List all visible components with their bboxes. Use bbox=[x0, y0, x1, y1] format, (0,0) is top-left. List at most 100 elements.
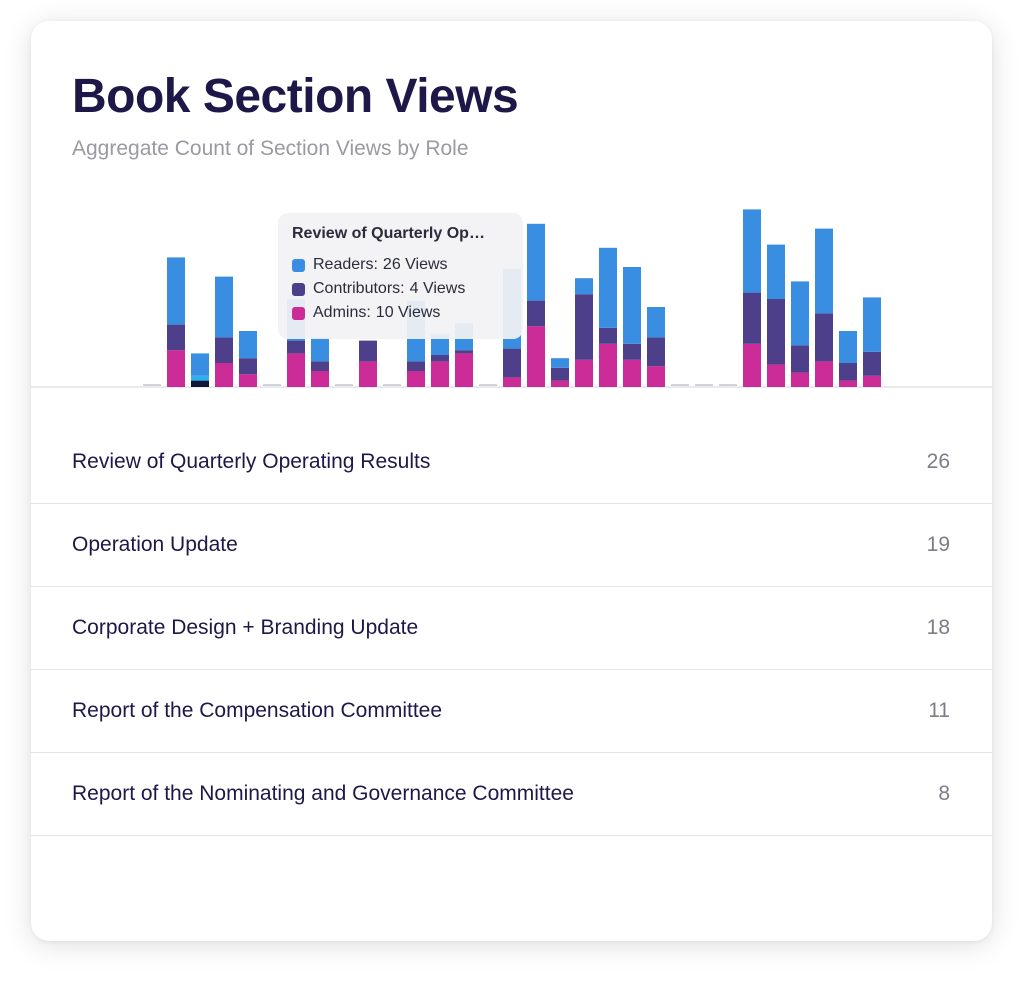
admins-segment bbox=[287, 353, 305, 387]
readers-segment bbox=[863, 297, 881, 352]
empty-bar-placeholder bbox=[383, 384, 401, 386]
section-view-count: 26 bbox=[926, 450, 950, 473]
section-view-count: 8 bbox=[938, 782, 950, 805]
section-row[interactable]: Corporate Design + Branding Update 18 bbox=[31, 587, 992, 670]
section-view-count: 18 bbox=[926, 616, 950, 639]
contributors-segment bbox=[215, 337, 233, 363]
tooltip-value: 10 Views bbox=[375, 304, 441, 321]
page-title: Book Section Views bbox=[72, 70, 519, 123]
admins-segment bbox=[623, 359, 641, 387]
section-views-card: Book Section Views Aggregate Count of Se… bbox=[31, 21, 992, 941]
readers-segment bbox=[743, 209, 761, 293]
admins-segment bbox=[311, 371, 329, 387]
readers-segment bbox=[239, 331, 257, 359]
admins-segment bbox=[503, 377, 521, 387]
admins-segment bbox=[575, 359, 593, 387]
tooltip-label: Contributors: bbox=[313, 280, 405, 297]
section-view-count: 11 bbox=[928, 699, 950, 722]
contributors-segment bbox=[551, 367, 569, 381]
empty-bar-placeholder bbox=[695, 384, 713, 386]
admins-swatch-icon bbox=[292, 306, 305, 320]
readers-segment bbox=[431, 334, 449, 355]
contributors-segment bbox=[791, 345, 809, 373]
admins-segment bbox=[839, 380, 857, 387]
contributors-segment bbox=[863, 351, 881, 376]
readers-segment bbox=[311, 337, 329, 362]
readers-segment bbox=[791, 281, 809, 346]
tooltip-value: 4 Views bbox=[409, 280, 466, 297]
admins-segment bbox=[791, 372, 809, 387]
contributors-segment bbox=[815, 313, 833, 362]
section-title: Corporate Design + Branding Update bbox=[72, 616, 419, 639]
tooltip-row-admins: Admins: 10 Views bbox=[292, 301, 509, 325]
section-row[interactable]: Report of the Nominating and Governance … bbox=[31, 753, 992, 836]
tooltip-value: 26 Views bbox=[382, 256, 448, 273]
contributors-segment bbox=[311, 361, 329, 371]
admins-segment bbox=[407, 371, 425, 387]
contributors-segment bbox=[239, 358, 257, 375]
contributors-swatch-icon bbox=[292, 282, 305, 296]
section-title: Operation Update bbox=[72, 533, 238, 556]
contributors-segment bbox=[167, 324, 185, 351]
section-title: Report of the Compensation Committee bbox=[72, 699, 443, 722]
contributors-segment bbox=[527, 300, 545, 327]
tooltip-title: Review of Quarterly Op… bbox=[292, 225, 485, 242]
readers-swatch-icon bbox=[292, 258, 305, 272]
admins-segment bbox=[863, 375, 881, 387]
readers-segment bbox=[167, 257, 185, 325]
section-view-count: 19 bbox=[926, 533, 950, 556]
tooltip-row-readers: Readers: 26 Views bbox=[292, 253, 509, 277]
admins-segment bbox=[455, 353, 473, 387]
contributors-segment bbox=[455, 350, 473, 354]
admins-segment bbox=[767, 364, 785, 387]
empty-bar-placeholder bbox=[335, 384, 353, 386]
contributors-segment bbox=[575, 294, 593, 360]
contributors-segment bbox=[647, 337, 665, 367]
readers-segment bbox=[599, 247, 617, 328]
readers-segment bbox=[839, 331, 857, 363]
readers-segment bbox=[767, 244, 785, 299]
readers-segment bbox=[215, 276, 233, 338]
section-row[interactable]: Operation Update 19 bbox=[31, 504, 992, 587]
readers-segment bbox=[815, 228, 833, 314]
contributors-segment bbox=[623, 343, 641, 360]
tooltip-label: Admins: bbox=[313, 304, 371, 321]
tooltip-label: Readers: bbox=[313, 256, 378, 273]
section-row[interactable]: Report of the Compensation Committee 11 bbox=[31, 670, 992, 753]
section-list: Review of Quarterly Operating Results 26… bbox=[31, 421, 992, 836]
section-title: Report of the Nominating and Governance … bbox=[72, 782, 574, 805]
readers-segment bbox=[575, 278, 593, 295]
readers-segment bbox=[551, 358, 569, 368]
admins-segment bbox=[527, 326, 545, 387]
admins-segment bbox=[431, 361, 449, 387]
admins-segment bbox=[647, 366, 665, 387]
admins-segment bbox=[239, 374, 257, 387]
tooltip-row-contributors: Contributors: 4 Views bbox=[292, 277, 509, 301]
section-row[interactable]: Review of Quarterly Operating Results 26 bbox=[31, 421, 992, 504]
contributors-segment bbox=[743, 292, 761, 344]
contributors-segment bbox=[359, 340, 377, 362]
empty-bar-placeholder bbox=[263, 384, 281, 386]
contributors-segment bbox=[767, 299, 785, 365]
admins-segment bbox=[815, 361, 833, 387]
admins-segment bbox=[215, 363, 233, 387]
contributors-segment bbox=[287, 340, 305, 354]
contributors-segment bbox=[503, 348, 521, 378]
readers-segment bbox=[191, 353, 209, 376]
admins-segment bbox=[359, 361, 377, 387]
empty-bar-placeholder bbox=[719, 384, 737, 386]
empty-bar-placeholder bbox=[143, 384, 161, 386]
readers-segment bbox=[527, 223, 545, 301]
admins-segment bbox=[599, 343, 617, 387]
chart-tooltip: Review of Quarterly Op… Readers: 26 View… bbox=[278, 213, 523, 339]
admins-segment bbox=[743, 343, 761, 387]
contributors-segment bbox=[407, 361, 425, 371]
contributors-segment bbox=[191, 375, 209, 381]
contributors-segment bbox=[599, 327, 617, 344]
section-views-chart bbox=[31, 209, 992, 388]
page-subtitle: Aggregate Count of Section Views by Role bbox=[72, 137, 469, 160]
section-title: Review of Quarterly Operating Results bbox=[72, 450, 431, 473]
empty-bar-placeholder bbox=[479, 384, 497, 386]
readers-segment bbox=[623, 267, 641, 344]
readers-segment bbox=[647, 307, 665, 338]
